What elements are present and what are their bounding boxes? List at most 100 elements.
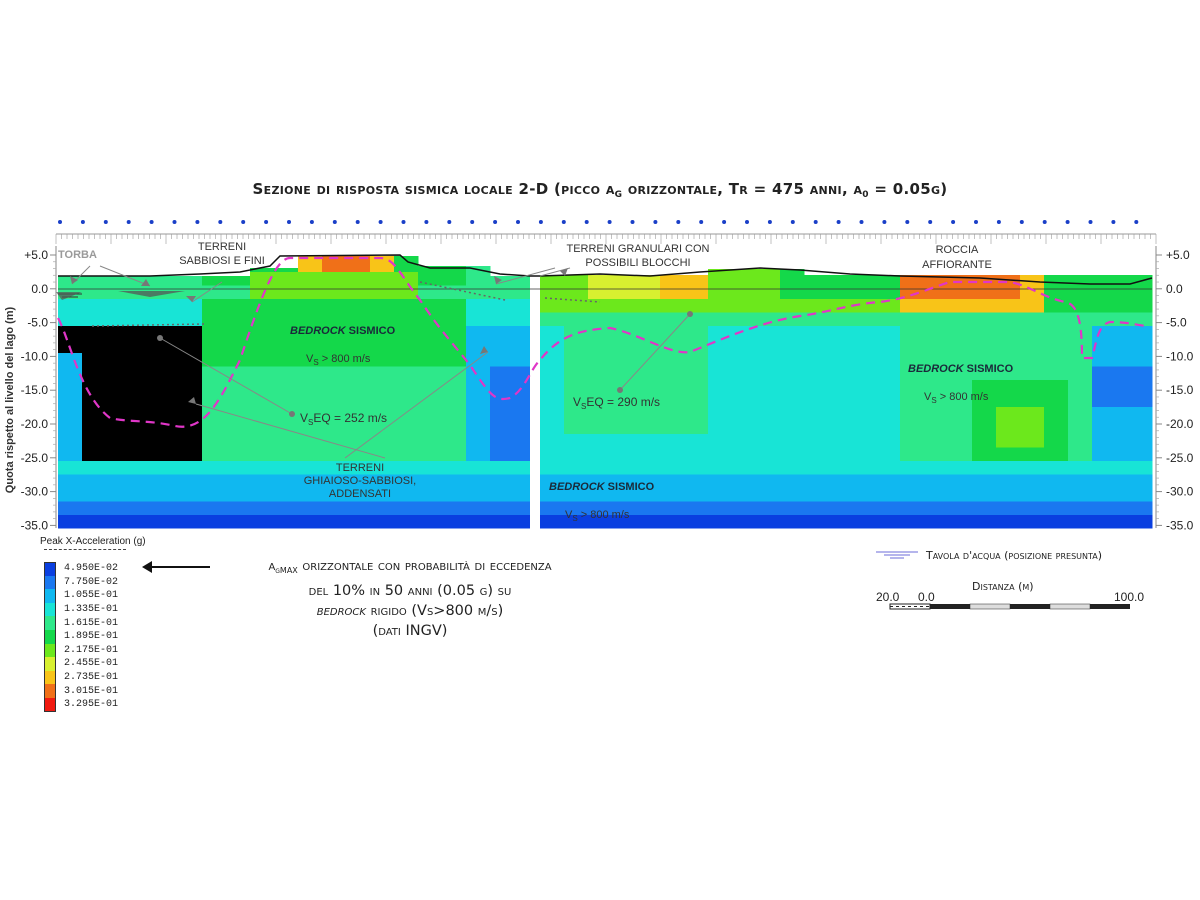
water-table-label: Tavola d'acqua (posizione presunta) [926,549,1103,562]
heatmap-cell [1020,312,1045,326]
heatmap-cell [756,393,781,407]
heatmap-cell [588,447,613,461]
heatmap-cell [154,487,179,502]
heatmap-cell [274,366,299,380]
heatmap-cell [322,474,347,488]
heatmap-cell [466,379,491,394]
heatmap-cell [130,339,155,353]
heatmap-cell [804,487,829,502]
heatmap-cell [346,256,371,259]
heatmap-cell [732,514,757,529]
y-tick-label: -25.0 [21,451,49,465]
heatmap-cell [1092,460,1117,475]
heatmap-cell [202,276,227,286]
heatmap-cell [588,406,613,421]
heatmap-cell [588,298,613,313]
heatmap-cell [972,393,997,407]
heatmap-cell [514,285,531,299]
heatmap-cell [612,420,637,434]
heatmap-cell [900,285,925,299]
heatmap-cell [924,487,949,502]
heatmap-cell [1020,366,1045,380]
heatmap-cell [540,366,565,380]
heatmap-cell [996,366,1021,380]
heatmap-cell [1044,352,1069,367]
heatmap-cell [202,433,227,448]
heatmap-cell [828,487,853,502]
heatmap-cell [828,447,853,461]
heatmap-cell [588,312,613,326]
heatmap-cell [130,514,155,529]
heatmap-cell [684,366,709,380]
heatmap-cell [394,487,419,502]
heatmap-cell [756,406,781,421]
heatmap-cell [202,501,227,515]
heatmap-cell [82,325,107,340]
heatmap-cell [780,514,805,529]
torba-patch-left [56,292,82,300]
node-dot [424,220,429,224]
heatmap-cell [756,312,781,326]
heatmap-cell [466,325,491,340]
heatmap-cell [202,406,227,421]
note-line-3: bedrock rigido (Vs>800 m/s) [316,603,504,619]
heatmap-cell [1068,514,1093,529]
y-tick-label: -30.0 [21,485,49,499]
heatmap-cell [1044,501,1069,515]
heatmap-cell [1020,285,1045,299]
heatmap-cell [298,460,323,475]
heatmap-cell [756,501,781,515]
heatmap-cell [274,487,299,502]
heatmap-cell [684,298,709,313]
heatmap-cell [154,379,179,394]
heatmap-cell [1140,460,1153,475]
heatmap-cell [804,474,829,488]
color-legend: 4.950E-02 7.750E-02 1.055E-01 1.335E-01 1.61… [44,562,118,712]
heatmap-cell [660,339,685,353]
heatmap-cell [780,460,805,475]
heatmap-cell [780,487,805,502]
heatmap-cell [996,339,1021,353]
heatmap-cell [322,501,347,515]
heatmap-cell [612,285,637,299]
heatmap-cell [466,487,491,502]
heatmap-cell [346,271,371,286]
heatmap-cell [636,275,661,286]
label-bedrock-2: BEDROCK SISMICO [908,363,1014,375]
heatmap-cell [852,474,877,488]
y-tick-label: -30.0 [1166,485,1194,499]
heatmap-cell [226,379,251,394]
heatmap-cell [322,312,347,326]
heatmap-cell [564,420,589,434]
heatmap-cell [684,325,709,340]
heatmap-cell [756,325,781,340]
heatmap-cell [660,420,685,434]
heatmap-cell [1140,433,1153,448]
label-terreni-granulari-1: TERRENI GRANULARI CON [566,243,709,255]
node-dot [1111,220,1116,224]
heatmap-cell [250,501,275,515]
heatmap-cell [1092,285,1117,299]
heatmap-cell [780,433,805,448]
heatmap-cell [612,406,637,421]
note-line-2: del 10% in 50 anni (0.05 g) su [308,583,512,599]
heatmap-cell [466,312,491,326]
node-dot [653,220,658,224]
heatmap-cell [540,501,565,515]
y-tick-label: +5.0 [24,248,48,262]
heatmap-cell [1140,298,1153,313]
heatmap-cell [660,433,685,448]
heatmap-cell [1020,447,1045,461]
heatmap-cell [780,339,805,353]
heatmap-cell [1092,406,1117,421]
heatmap-cell [996,487,1021,502]
heatmap-cell [1092,298,1117,313]
heatmap-cell [58,312,83,326]
heatmap-cell [250,514,275,529]
heatmap-cell [490,474,515,488]
heatmap-cell [1020,406,1045,421]
heatmap-cell [370,366,395,380]
heatmap-cell [1068,285,1093,299]
heatmap-cell [876,514,901,529]
heatmap-cell [514,325,531,340]
